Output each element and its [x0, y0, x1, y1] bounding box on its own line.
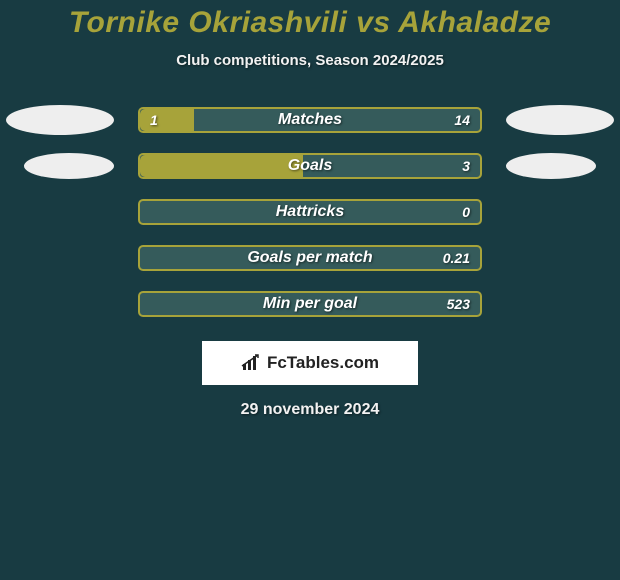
stat-bar: Goals per match0.21 [138, 245, 482, 271]
player-left-ellipse [6, 105, 114, 135]
stat-row: Min per goal523 [0, 281, 620, 327]
stat-bar: Hattricks0 [138, 199, 482, 225]
chart-area: Matches114 Goals3 Hattricks0 Goals per matc… [0, 97, 620, 327]
stat-value-right: 14 [454, 112, 470, 128]
stat-value-right: 3 [462, 158, 470, 174]
stat-row: Goals3 [0, 143, 620, 189]
stat-bar: Goals3 [138, 153, 482, 179]
page-subtitle: Club competitions, Season 2024/2025 [0, 52, 620, 69]
stat-value-right: 523 [447, 296, 470, 312]
comparison-infographic: Tornike Okriashvili vs Akhaladze Club co… [0, 0, 620, 580]
footer-date: 29 november 2024 [0, 401, 620, 419]
stat-label: Min per goal [140, 295, 480, 313]
stat-bar-fill [140, 155, 303, 177]
player-right-ellipse [506, 105, 614, 135]
player-right-ellipse [506, 153, 596, 179]
brand-text: FcTables.com [267, 353, 379, 373]
stat-bar-fill [140, 109, 194, 131]
stat-bar: Matches114 [138, 107, 482, 133]
bars-icon [241, 354, 263, 372]
brand-badge: FcTables.com [202, 341, 418, 385]
page-title: Tornike Okriashvili vs Akhaladze [0, 6, 620, 40]
stat-bar: Min per goal523 [138, 291, 482, 317]
stat-row: Goals per match0.21 [0, 235, 620, 281]
stat-label: Hattricks [140, 203, 480, 221]
stat-value-right: 0.21 [443, 250, 470, 266]
stat-value-right: 0 [462, 204, 470, 220]
stat-row: Matches114 [0, 97, 620, 143]
stat-label: Goals per match [140, 249, 480, 267]
brand-label: FcTables.com [241, 353, 379, 373]
player-left-ellipse [24, 153, 114, 179]
stat-row: Hattricks0 [0, 189, 620, 235]
